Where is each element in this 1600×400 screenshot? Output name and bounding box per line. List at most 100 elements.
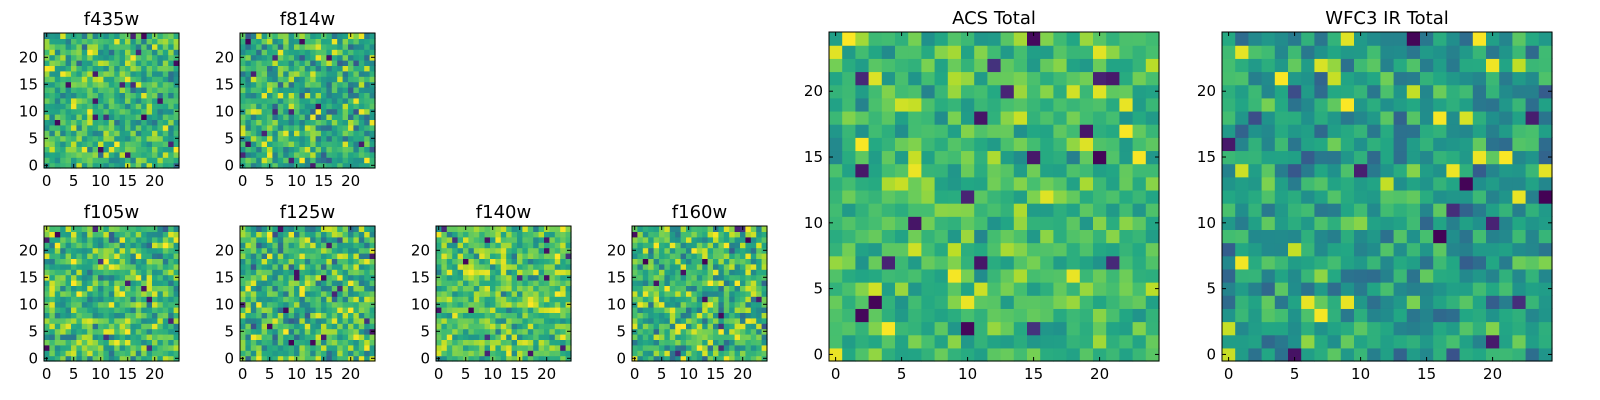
heatmap-cell xyxy=(245,92,252,99)
heatmap-cell xyxy=(463,350,469,357)
heatmap-cell xyxy=(294,242,300,249)
heatmap-cell xyxy=(54,119,61,126)
heatmap-cell xyxy=(533,274,540,281)
heatmap-cell xyxy=(103,130,110,137)
heatmap-cell xyxy=(294,280,300,286)
y-tick-label: 0 xyxy=(616,349,626,367)
heatmap-cell xyxy=(152,81,158,88)
heatmap-cell xyxy=(1235,347,1249,362)
heatmap-cell xyxy=(353,76,360,83)
heatmap-cell xyxy=(152,328,158,335)
heatmap-cell xyxy=(168,76,175,83)
heatmap-cell xyxy=(288,334,295,340)
heatmap-cell xyxy=(1393,150,1408,165)
heatmap-cell xyxy=(168,323,175,330)
heatmap-cell xyxy=(1340,216,1355,230)
heatmap-cell xyxy=(310,236,317,243)
heatmap-cell xyxy=(114,130,121,137)
heatmap-cell xyxy=(696,247,703,254)
heatmap-cell xyxy=(934,282,949,296)
heatmap-cell xyxy=(267,301,273,308)
heatmap-cell xyxy=(1420,176,1434,191)
heatmap-cell xyxy=(337,231,344,238)
heatmap-cell xyxy=(637,312,644,319)
heatmap-cell xyxy=(1106,110,1120,125)
heatmap-cell xyxy=(1132,137,1147,152)
heatmap-cell xyxy=(98,157,104,164)
heatmap-cell xyxy=(1053,84,1068,99)
heatmap-cell xyxy=(713,253,719,259)
heatmap-cell xyxy=(974,110,988,125)
heatmap-cell xyxy=(304,231,311,238)
heatmap-cell xyxy=(463,344,469,351)
heatmap-cell xyxy=(934,71,949,86)
heatmap-cell xyxy=(1512,268,1527,283)
heatmap-cell xyxy=(1380,282,1395,296)
heatmap-cell xyxy=(71,124,77,131)
heatmap-cell xyxy=(686,312,692,319)
heatmap-cell xyxy=(506,280,513,286)
heatmap-cell xyxy=(1248,189,1263,204)
heatmap-cell xyxy=(65,334,72,340)
y-tick-label: 0 xyxy=(28,156,38,174)
heatmap-cell xyxy=(881,282,896,296)
heatmap-cell xyxy=(680,258,687,265)
heatmap-cell xyxy=(288,269,295,276)
heatmap-cell xyxy=(348,38,354,45)
heatmap-cell xyxy=(756,236,763,243)
heatmap-cell xyxy=(947,321,962,336)
heatmap-cell xyxy=(146,226,153,232)
heatmap-cell xyxy=(283,242,290,249)
heatmap-cell xyxy=(642,280,649,286)
heatmap-cell xyxy=(934,124,949,138)
heatmap-cell xyxy=(653,301,660,308)
heatmap-cell xyxy=(479,290,486,297)
heatmap-cell xyxy=(87,97,94,104)
heatmap-cell xyxy=(468,307,475,313)
heatmap-cell xyxy=(1367,282,1381,296)
heatmap-cell xyxy=(71,307,77,313)
heatmap-cell xyxy=(653,263,660,270)
heatmap-cell xyxy=(135,339,142,346)
heatmap-cell xyxy=(729,285,736,292)
heatmap-cell xyxy=(294,65,300,72)
heatmap-cell xyxy=(103,103,110,110)
heatmap-cell xyxy=(141,253,148,259)
heatmap-cell xyxy=(707,317,714,324)
heatmap-cell xyxy=(240,70,246,77)
heatmap-cell xyxy=(54,263,61,270)
heatmap-cell xyxy=(348,253,354,259)
heatmap-cell xyxy=(756,355,763,362)
heatmap-cell xyxy=(745,334,752,340)
heatmap-cell xyxy=(829,229,843,244)
heatmap-cell xyxy=(135,290,142,297)
heatmap-cell xyxy=(157,114,164,120)
heatmap-cell xyxy=(664,350,671,357)
heatmap-cell xyxy=(1119,295,1134,309)
heatmap-cell xyxy=(337,350,344,357)
heatmap-cell xyxy=(49,130,56,137)
heatmap-cell xyxy=(294,108,300,115)
heatmap-cell xyxy=(1132,334,1147,349)
heatmap-cell xyxy=(484,301,491,308)
heatmap-cell xyxy=(1027,282,1041,296)
heatmap-cell xyxy=(921,137,936,152)
heatmap-cell xyxy=(173,114,180,120)
heatmap-cell xyxy=(103,81,110,88)
heatmap-cell xyxy=(108,247,115,254)
heatmap-cell xyxy=(135,103,142,110)
heatmap-cell xyxy=(283,285,290,292)
heatmap-cell xyxy=(1000,97,1015,112)
heatmap-cell xyxy=(729,344,736,351)
heatmap-cell xyxy=(364,269,371,276)
heatmap-cell xyxy=(152,49,158,56)
heatmap-cell xyxy=(921,84,936,99)
heatmap-cell xyxy=(240,317,246,324)
heatmap-cell xyxy=(168,157,175,164)
heatmap-cell xyxy=(256,103,263,110)
heatmap-cell xyxy=(342,323,349,330)
heatmap-cell xyxy=(686,323,692,330)
heatmap-cell xyxy=(632,317,638,324)
heatmap-cell xyxy=(538,323,545,330)
heatmap-cell xyxy=(283,54,290,61)
